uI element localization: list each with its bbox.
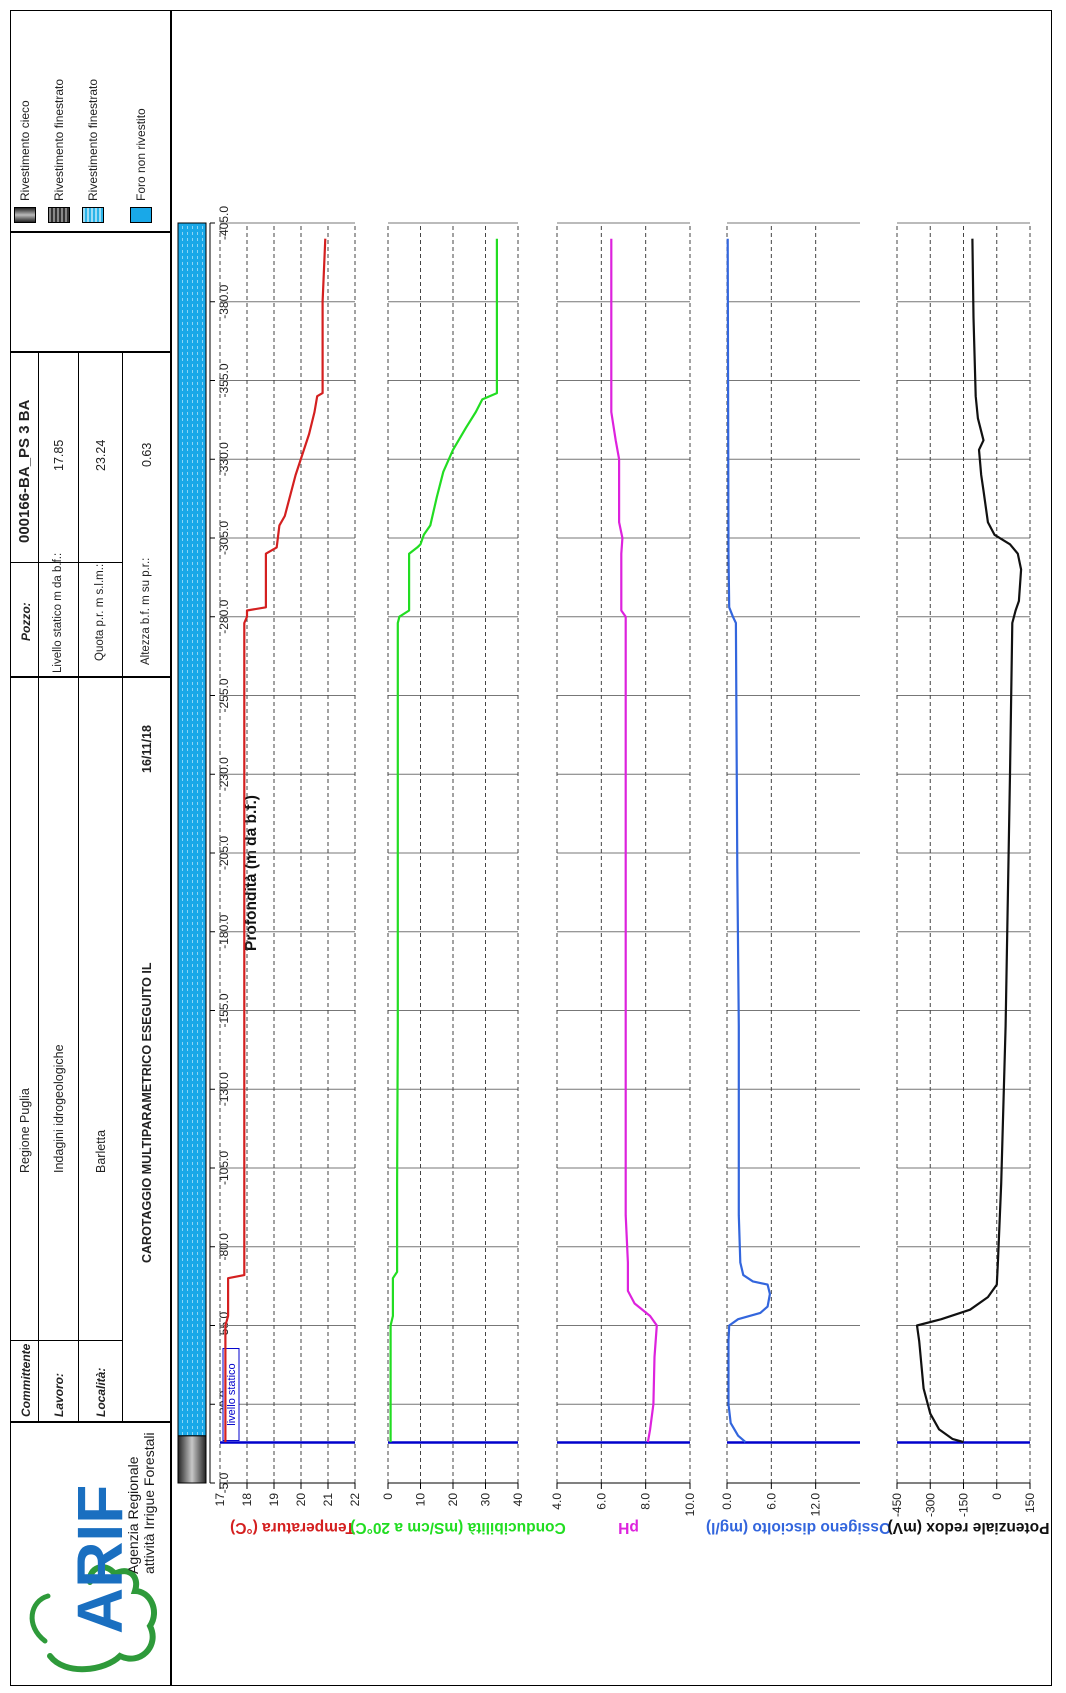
series-line (224, 238, 327, 1443)
value-tick-label: -300 (923, 1493, 937, 1517)
track-title: pH (618, 1519, 639, 1536)
static-level-label: livello statico (226, 1363, 238, 1425)
value-tick-label: 20 (294, 1493, 308, 1507)
value-tick-label: 0 (381, 1493, 395, 1500)
value-tick-label: 20 (446, 1493, 460, 1507)
value-tick-label: 21 (321, 1493, 335, 1507)
value-tick-label: 0 (990, 1493, 1004, 1500)
value-tick-label: 18 (240, 1493, 254, 1507)
track-title: Ossigeno disciolto (mg/l) (706, 1519, 891, 1536)
value-tick-label: 6.0 (594, 1493, 608, 1510)
value-tick-label: 10 (414, 1493, 428, 1507)
value-tick-label: -450 (890, 1493, 904, 1517)
logo-line2: attività Irrigue Forestali (141, 1432, 157, 1574)
value-tick-label: 8.0 (639, 1493, 653, 1510)
static-level-label-box (222, 1348, 240, 1442)
track-title: Potenziale redox (mV) (888, 1519, 1050, 1536)
track-title: Conducibilità (mS/cm a 20°C) (350, 1519, 566, 1536)
series-line (389, 238, 498, 1443)
arif-logo: ARIF Agenzia Regionale attività Irrigue … (10, 1423, 170, 1686)
track-4: 0.0 6.0 12.0 Ossigeno disciolto (mg/l) (706, 222, 891, 1536)
value-tick-label: 10.0 (683, 1493, 697, 1517)
series-line (726, 238, 771, 1443)
series-line (610, 238, 658, 1443)
depth-axis: -5.0-30.0-55.0-80.0-105.0-130.0-155.0-18… (209, 206, 260, 1493)
value-tick-label: 4.0 (550, 1493, 564, 1510)
track-2: 0 10 20 30 40 Conducibilità (mS/cm a 20°C) (350, 222, 566, 1536)
arif-logo-graphic: ARIF Agenzia Regionale attività Irrigue … (29, 1432, 157, 1673)
track-1: 17 18 19 20 21 22 livello statico Temperatura (… (213, 222, 362, 1536)
value-tick-label: 19 (267, 1493, 281, 1507)
value-tick-label: 0.0 (720, 1493, 734, 1510)
series-line (915, 238, 1023, 1444)
tracks: 17 18 19 20 21 22 livello statico Temperatura (… (213, 222, 1050, 1536)
track-title: Temperatura (°C) (230, 1519, 355, 1536)
value-tick-label: 17 (213, 1493, 227, 1507)
depth-axis-title: Profondità (m da b.f.) (243, 795, 260, 951)
logo-line1: Agenzia Regionale (125, 1456, 141, 1574)
casing-segment (177, 222, 207, 1437)
casing-segment (177, 1435, 207, 1484)
value-tick-label: 22 (348, 1493, 362, 1507)
logo-wordmark: ARIF (64, 1485, 136, 1634)
value-tick-label: 12.0 (809, 1493, 823, 1517)
casing-column (177, 222, 207, 1484)
value-tick-label: 150 (1023, 1493, 1037, 1513)
value-tick-label: 6.0 (764, 1493, 778, 1510)
value-tick-label: 30 (479, 1493, 493, 1507)
value-tick-label: -150 (957, 1493, 971, 1517)
track-3: 4.0 6.0 8.0 10.0 pH (550, 222, 697, 1536)
value-tick-label: 40 (511, 1493, 525, 1507)
track-5: -450 -300 -150 0 150 Potenziale redox (mV) (888, 222, 1050, 1536)
logo-ring-shape (47, 1564, 157, 1673)
